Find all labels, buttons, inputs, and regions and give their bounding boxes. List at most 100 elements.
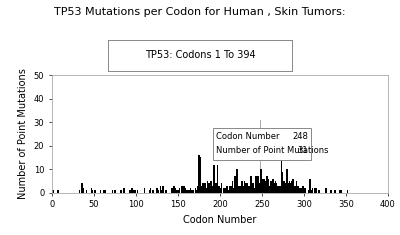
Bar	[184, 188, 186, 193]
Bar	[287, 186, 289, 193]
Bar	[215, 183, 216, 193]
Bar	[216, 186, 217, 193]
Bar	[221, 183, 222, 193]
Bar	[82, 188, 84, 193]
Bar	[228, 190, 230, 193]
Bar	[134, 190, 136, 193]
Bar	[314, 188, 316, 193]
Bar	[292, 179, 294, 193]
Bar	[94, 190, 96, 193]
Bar	[79, 190, 80, 193]
Bar	[261, 183, 263, 193]
Bar	[137, 190, 138, 193]
Bar	[214, 188, 216, 193]
Bar	[204, 183, 206, 193]
Text: 248: 248	[292, 132, 308, 141]
Bar	[251, 186, 253, 193]
Bar	[300, 188, 301, 193]
Bar	[282, 172, 283, 193]
Bar	[57, 190, 59, 193]
Bar	[152, 190, 154, 193]
Bar	[276, 186, 278, 193]
Bar	[266, 176, 268, 193]
Bar	[52, 190, 54, 193]
Bar	[238, 186, 240, 193]
Bar	[124, 188, 125, 193]
Text: TP53 Mutations per Codon for Human , Skin Tumors:: TP53 Mutations per Codon for Human , Ski…	[54, 7, 346, 17]
Bar	[250, 176, 252, 193]
Bar	[264, 179, 265, 193]
Bar	[278, 186, 280, 193]
Bar	[228, 190, 229, 193]
Bar	[268, 183, 270, 193]
Bar	[182, 186, 183, 193]
Bar	[209, 188, 211, 193]
Bar	[202, 188, 204, 193]
Y-axis label: Number of Point Mutations: Number of Point Mutations	[18, 69, 28, 199]
Bar	[131, 188, 132, 193]
Bar	[227, 186, 228, 193]
Bar	[279, 186, 280, 193]
Bar	[129, 190, 131, 193]
Bar	[207, 181, 208, 193]
Bar	[200, 186, 202, 193]
Bar	[218, 186, 219, 193]
Bar	[273, 183, 274, 193]
Bar	[318, 190, 320, 193]
Bar	[246, 183, 248, 193]
Bar	[250, 186, 251, 193]
Bar	[219, 188, 221, 193]
Bar	[166, 190, 167, 193]
Bar	[191, 190, 192, 193]
Bar	[236, 169, 238, 193]
Bar	[231, 188, 232, 193]
Bar	[247, 183, 248, 193]
Bar	[160, 190, 162, 193]
Bar	[230, 186, 232, 193]
Bar	[217, 164, 218, 193]
Bar	[330, 190, 332, 193]
Bar	[302, 186, 304, 193]
Bar	[208, 183, 210, 193]
Bar	[175, 188, 176, 193]
Bar	[271, 181, 273, 193]
Bar	[241, 181, 242, 193]
Bar	[260, 120, 261, 193]
Bar	[171, 188, 173, 193]
Bar	[224, 188, 226, 193]
Bar	[112, 190, 113, 193]
Bar	[240, 186, 241, 193]
Bar	[259, 183, 260, 193]
Bar	[92, 190, 93, 193]
Bar	[100, 190, 102, 193]
Bar	[303, 190, 305, 193]
Bar	[270, 181, 272, 193]
Bar	[150, 188, 151, 193]
Bar	[208, 186, 209, 193]
Bar	[226, 186, 228, 193]
Bar	[242, 183, 244, 193]
Bar	[283, 181, 284, 193]
Bar	[211, 188, 212, 193]
Bar	[277, 186, 279, 193]
FancyBboxPatch shape	[213, 128, 311, 160]
Bar	[213, 164, 215, 193]
Bar	[133, 190, 134, 193]
Bar	[260, 169, 262, 193]
Bar	[162, 186, 164, 193]
Bar	[237, 186, 238, 193]
Bar	[302, 188, 303, 193]
Bar	[280, 157, 282, 193]
Bar	[192, 190, 194, 193]
Bar	[82, 183, 83, 193]
Bar	[238, 186, 239, 193]
Bar	[286, 183, 287, 193]
Bar	[256, 183, 258, 193]
Bar	[270, 186, 271, 193]
Bar	[288, 183, 290, 193]
Bar	[254, 188, 255, 193]
Bar	[266, 186, 267, 193]
Bar	[198, 155, 200, 193]
Bar	[190, 188, 191, 193]
Bar	[176, 190, 177, 193]
